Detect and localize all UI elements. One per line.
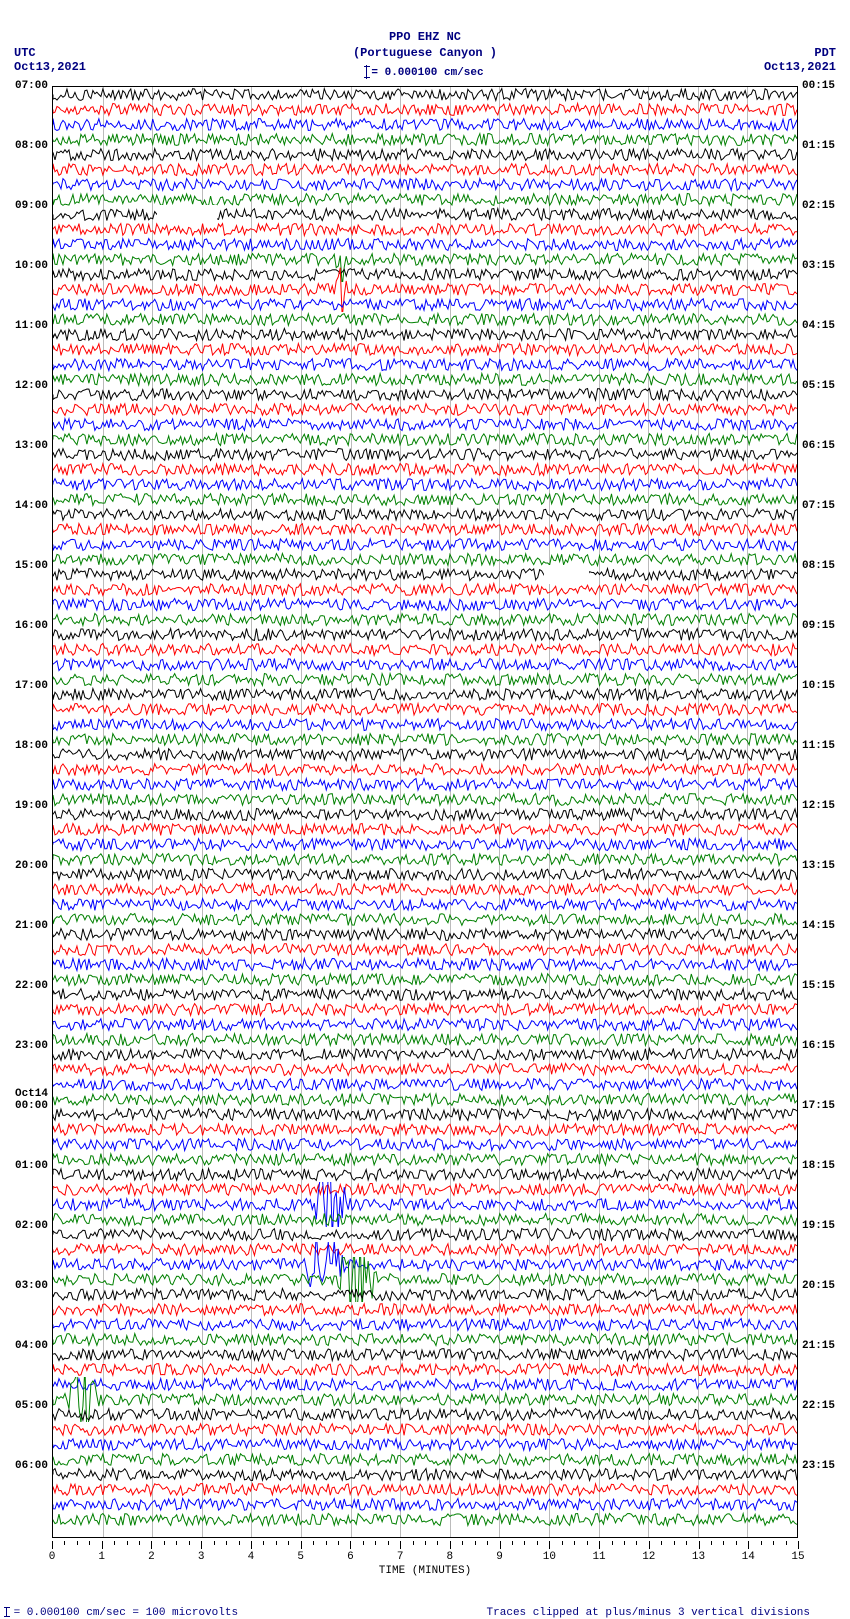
pdt-hour-label: 20:15 [802,1280,840,1292]
utc-hour-label: 10:00 [10,260,48,272]
x-tick-label: 12 [642,1551,655,1563]
pdt-hour-label: 02:15 [802,200,840,212]
pdt-hour-label: 13:15 [802,860,840,872]
utc-hour-label: 09:00 [10,200,48,212]
pdt-hour-label: 12:15 [802,800,840,812]
pdt-hour-label: 06:15 [802,440,840,452]
utc-hour-label: 07:00 [10,80,48,92]
utc-hour-label: 12:00 [10,380,48,392]
pdt-hour-label: 17:15 [802,1100,840,1112]
x-axis: TIME (MINUTES) 0123456789101112131415 [52,1541,798,1571]
pdt-hour-label: 01:15 [802,140,840,152]
utc-hour-label: 11:00 [10,320,48,332]
pdt-hour-label: 04:15 [802,320,840,332]
tz-right-name: PDT [764,46,836,60]
x-tick-label: 10 [543,1551,556,1563]
helicorder-container: PPO EHZ NC (Portuguese Canyon ) = 0.0001… [0,0,850,1613]
utc-hour-label: 04:00 [10,1340,48,1352]
utc-hour-label: 23:00 [10,1040,48,1052]
tz-right: PDT Oct13,2021 [764,46,836,74]
pdt-hour-label: 23:15 [802,1460,840,1472]
x-tick-label: 14 [742,1551,755,1563]
pdt-hour-label: 21:15 [802,1340,840,1352]
plot-area [52,86,798,1538]
pdt-hour-label: 00:15 [802,80,840,92]
pdt-hour-label: 10:15 [802,680,840,692]
x-tick-label: 7 [397,1551,404,1563]
utc-hour-label: 03:00 [10,1280,48,1292]
utc-hour-label: 06:00 [10,1460,48,1472]
x-tick-label: 9 [496,1551,503,1563]
utc-hour-label: 16:00 [10,620,48,632]
utc-hour-label: 08:00 [10,140,48,152]
pdt-hour-label: 03:15 [802,260,840,272]
x-tick-label: 2 [148,1551,155,1563]
utc-hour-label: 01:00 [10,1160,48,1172]
x-tick-label: 3 [198,1551,205,1563]
header: PPO EHZ NC (Portuguese Canyon ) = 0.0001… [0,0,850,80]
pdt-hour-label: 16:15 [802,1040,840,1052]
footer-right: Traces clipped at plus/minus 3 vertical … [487,1607,810,1619]
pdt-hour-label: 18:15 [802,1160,840,1172]
tz-left: UTC Oct13,2021 [14,46,86,74]
x-tick-label: 1 [98,1551,105,1563]
trace-row [53,1497,797,1542]
x-tick-label: 13 [692,1551,705,1563]
utc-hour-label: 18:00 [10,740,48,752]
x-tick-label: 0 [49,1551,56,1563]
utc-hour-label: 21:00 [10,920,48,932]
day-break-label: Oct14 [10,1088,48,1100]
x-tick-label: 15 [791,1551,804,1563]
x-tick-label: 6 [347,1551,354,1563]
pdt-hour-label: 08:15 [802,560,840,572]
utc-hour-label: 20:00 [10,860,48,872]
footer-left: = 0.000100 cm/sec = 100 microvolts [6,1607,238,1619]
pdt-hour-label: 11:15 [802,740,840,752]
x-tick-label: 5 [297,1551,304,1563]
station-code: PPO EHZ NC [0,30,850,46]
x-tick-label: 11 [592,1551,605,1563]
x-tick-label: 8 [447,1551,454,1563]
x-tick-label: 4 [248,1551,255,1563]
pdt-hour-label: 07:15 [802,500,840,512]
station-location: (Portuguese Canyon ) [0,46,850,62]
pdt-hour-label: 14:15 [802,920,840,932]
pdt-hour-label: 15:15 [802,980,840,992]
pdt-hour-label: 22:15 [802,1400,840,1412]
x-axis-title: TIME (MINUTES) [52,1565,798,1577]
utc-hour-label: 15:00 [10,560,48,572]
utc-hour-label: 13:00 [10,440,48,452]
utc-hour-label: 05:00 [10,1400,48,1412]
tz-left-name: UTC [14,46,86,60]
pdt-hour-label: 09:15 [802,620,840,632]
utc-hour-label: 19:00 [10,800,48,812]
utc-hour-label: 22:00 [10,980,48,992]
utc-hour-label: 14:00 [10,500,48,512]
utc-hour-label: 17:00 [10,680,48,692]
utc-hour-label: 00:00 [10,1100,48,1112]
pdt-hour-label: 05:15 [802,380,840,392]
utc-hour-label: 02:00 [10,1220,48,1232]
pdt-hour-label: 19:15 [802,1220,840,1232]
